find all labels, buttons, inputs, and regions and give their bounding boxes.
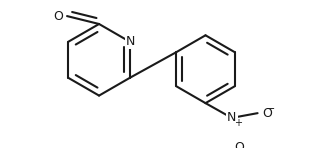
- Text: O: O: [235, 141, 245, 148]
- Text: N: N: [227, 111, 236, 124]
- Text: N: N: [125, 35, 135, 48]
- Text: +: +: [234, 118, 242, 128]
- Text: O: O: [262, 107, 272, 120]
- Text: −: −: [266, 104, 276, 114]
- Text: O: O: [53, 10, 63, 23]
